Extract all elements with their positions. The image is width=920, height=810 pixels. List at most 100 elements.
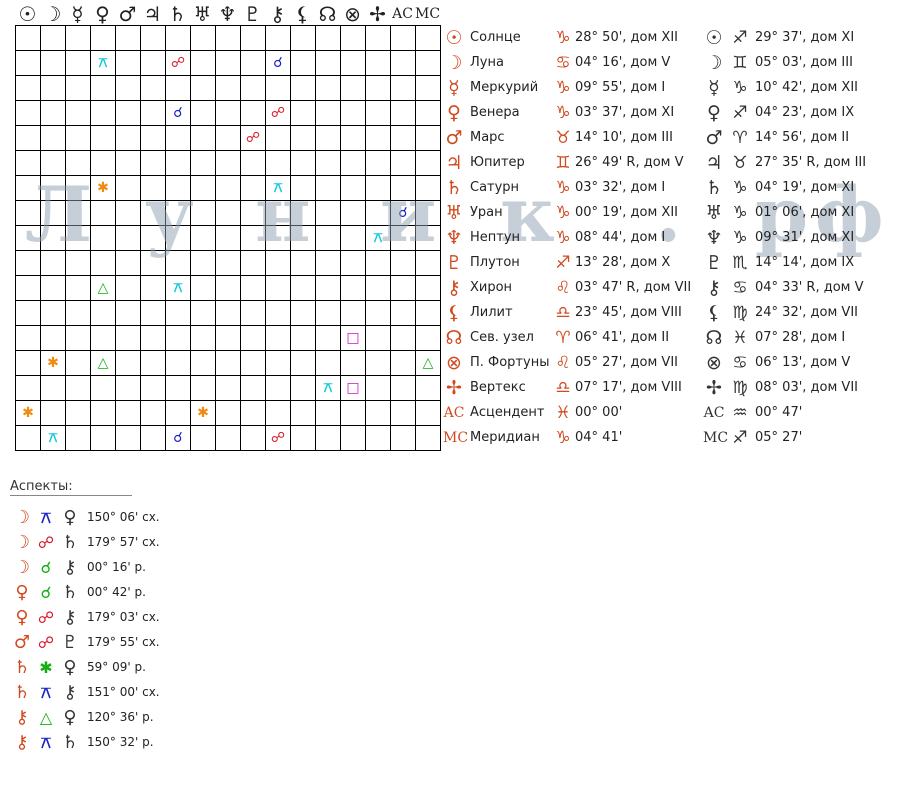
grid-cell bbox=[190, 125, 216, 151]
grid-cell bbox=[65, 225, 91, 251]
grid-cell bbox=[340, 75, 366, 101]
grid-cell bbox=[215, 125, 241, 151]
grid-cell bbox=[365, 250, 391, 276]
planet-row: ♂ Марс ♉ 14° 10', дом III ♂ ♈ 14° 56', дом II bbox=[443, 125, 913, 150]
transit-zodiac-sign-icon: ♑ bbox=[732, 228, 748, 248]
header-symbol-icon: ♀ bbox=[95, 2, 110, 26]
grid-cell bbox=[240, 200, 266, 226]
grid-cell bbox=[15, 325, 41, 351]
grid-cell bbox=[115, 175, 141, 201]
zodiac-sign-icon: ♉ bbox=[555, 128, 571, 148]
planet-name: Солнце bbox=[470, 30, 521, 45]
planet-row: ♆ Нептун ♑ 08° 44', дом I ♆ ♑ 09° 31', дом XI bbox=[443, 225, 913, 250]
grid-cell bbox=[15, 275, 41, 301]
grid-cell bbox=[15, 50, 41, 76]
aspect-mark-icon: ⚻ bbox=[90, 50, 116, 76]
transit-position-value: 04° 33' R, дом V bbox=[755, 280, 864, 295]
grid-cell bbox=[415, 75, 441, 101]
grid-cell bbox=[240, 175, 266, 201]
aspect-planet1-icon: ⚷ bbox=[15, 732, 29, 753]
grid-cell bbox=[165, 75, 191, 101]
grid-cell bbox=[340, 250, 366, 276]
aspect-mark-icon: ☍ bbox=[265, 100, 291, 126]
aspect-planet2-icon: ♄ bbox=[61, 532, 79, 553]
grid-cell bbox=[215, 75, 241, 101]
grid-cell bbox=[190, 250, 216, 276]
grid-cell bbox=[365, 175, 391, 201]
zodiac-sign-icon: ♐ bbox=[555, 253, 571, 273]
grid-cell bbox=[315, 350, 341, 376]
aspect-planet2-icon: ⚷ bbox=[63, 557, 77, 578]
grid-cell bbox=[340, 25, 366, 51]
grid-cell bbox=[240, 425, 266, 451]
position-value: 03° 32', дом I bbox=[575, 180, 666, 195]
grid-cell bbox=[265, 325, 291, 351]
grid-cell bbox=[315, 75, 341, 101]
grid-cell bbox=[165, 150, 191, 176]
aspect-value: 179° 57' сх. bbox=[87, 535, 160, 549]
grid-row: ⚻ □ bbox=[15, 375, 441, 401]
grid-cell bbox=[140, 150, 166, 176]
grid-cell bbox=[415, 150, 441, 176]
grid-cell bbox=[15, 375, 41, 401]
aspect-row: ⚷ ⚻ ♄ 150° 32' р. bbox=[10, 730, 310, 755]
grid-cell bbox=[65, 25, 91, 51]
header-symbol-icon: ☉ bbox=[18, 2, 37, 26]
grid-cell bbox=[65, 75, 91, 101]
planet-name: Нептун bbox=[470, 230, 521, 245]
grid-cell bbox=[365, 375, 391, 401]
grid-cell bbox=[265, 75, 291, 101]
grid-cell bbox=[315, 425, 341, 451]
grid-cell bbox=[140, 425, 166, 451]
grid-cell bbox=[390, 350, 416, 376]
grid-cell bbox=[365, 150, 391, 176]
transit-position-value: 14° 56', дом II bbox=[755, 130, 850, 145]
grid-cell bbox=[40, 250, 66, 276]
grid-cell bbox=[90, 250, 116, 276]
grid-cell bbox=[415, 225, 441, 251]
grid-cell bbox=[15, 175, 41, 201]
header-symbol-icon: ♄ bbox=[168, 2, 187, 26]
aspect-planet1-icon: ♀ bbox=[15, 582, 29, 603]
transit-position-value: 01° 06', дом XI bbox=[755, 205, 855, 220]
aspect-mark-icon: ✱ bbox=[190, 400, 216, 426]
grid-cell bbox=[15, 300, 41, 326]
grid-cell bbox=[315, 275, 341, 301]
grid-cell bbox=[290, 250, 316, 276]
aspect-planet1-icon: ♂ bbox=[13, 632, 31, 653]
grid-cell bbox=[315, 250, 341, 276]
planet-symbol-icon: ⊗ bbox=[446, 352, 462, 374]
transit-zodiac-sign-icon: ♒ bbox=[732, 403, 748, 423]
header-symbol-icon: ♆ bbox=[218, 2, 237, 26]
planet-row: AC Асцендент ♓ 00° 00' AC ♒ 00° 47' bbox=[443, 400, 913, 425]
grid-cell bbox=[315, 225, 341, 251]
position-value: 00° 19', дом XII bbox=[575, 205, 679, 220]
planet-row: MC Меридиан ♑ 04° 41' MC ♐ 05° 27' bbox=[443, 425, 913, 450]
aspect-value: 00° 42' р. bbox=[87, 585, 146, 599]
transit-planet-symbol-icon: ♃ bbox=[705, 152, 723, 174]
position-value: 26° 49' R, дом V bbox=[575, 155, 684, 170]
grid-cell bbox=[240, 400, 266, 426]
transit-planet-symbol-icon: ⚷ bbox=[707, 277, 721, 299]
planet-symbol-icon: MC bbox=[443, 430, 469, 446]
grid-cell bbox=[65, 175, 91, 201]
grid-cell bbox=[40, 375, 66, 401]
grid-cell bbox=[115, 100, 141, 126]
grid-cell bbox=[240, 150, 266, 176]
header-symbol-icon: ♂ bbox=[118, 2, 137, 26]
grid-cell bbox=[65, 325, 91, 351]
grid-cell bbox=[165, 300, 191, 326]
grid-cell bbox=[15, 150, 41, 176]
aspect-mark-icon: ☌ bbox=[265, 50, 291, 76]
zodiac-sign-icon: ♎ bbox=[555, 378, 571, 398]
transit-zodiac-sign-icon: ♉ bbox=[732, 153, 748, 173]
planet-symbol-icon: ☉ bbox=[445, 27, 463, 49]
grid-cell bbox=[265, 200, 291, 226]
transit-planet-symbol-icon: ♅ bbox=[705, 202, 723, 224]
aspect-planet2-icon: ⚷ bbox=[63, 607, 77, 628]
grid-cell bbox=[65, 375, 91, 401]
grid-row: ⚻ ☌ ☍ bbox=[15, 425, 441, 451]
grid-cell bbox=[340, 300, 366, 326]
grid-cell bbox=[65, 125, 91, 151]
planet-row: ✢ Вертекс ♎ 07° 17', дом VIII ✢ ♍ 08° 03', дом… bbox=[443, 375, 913, 400]
